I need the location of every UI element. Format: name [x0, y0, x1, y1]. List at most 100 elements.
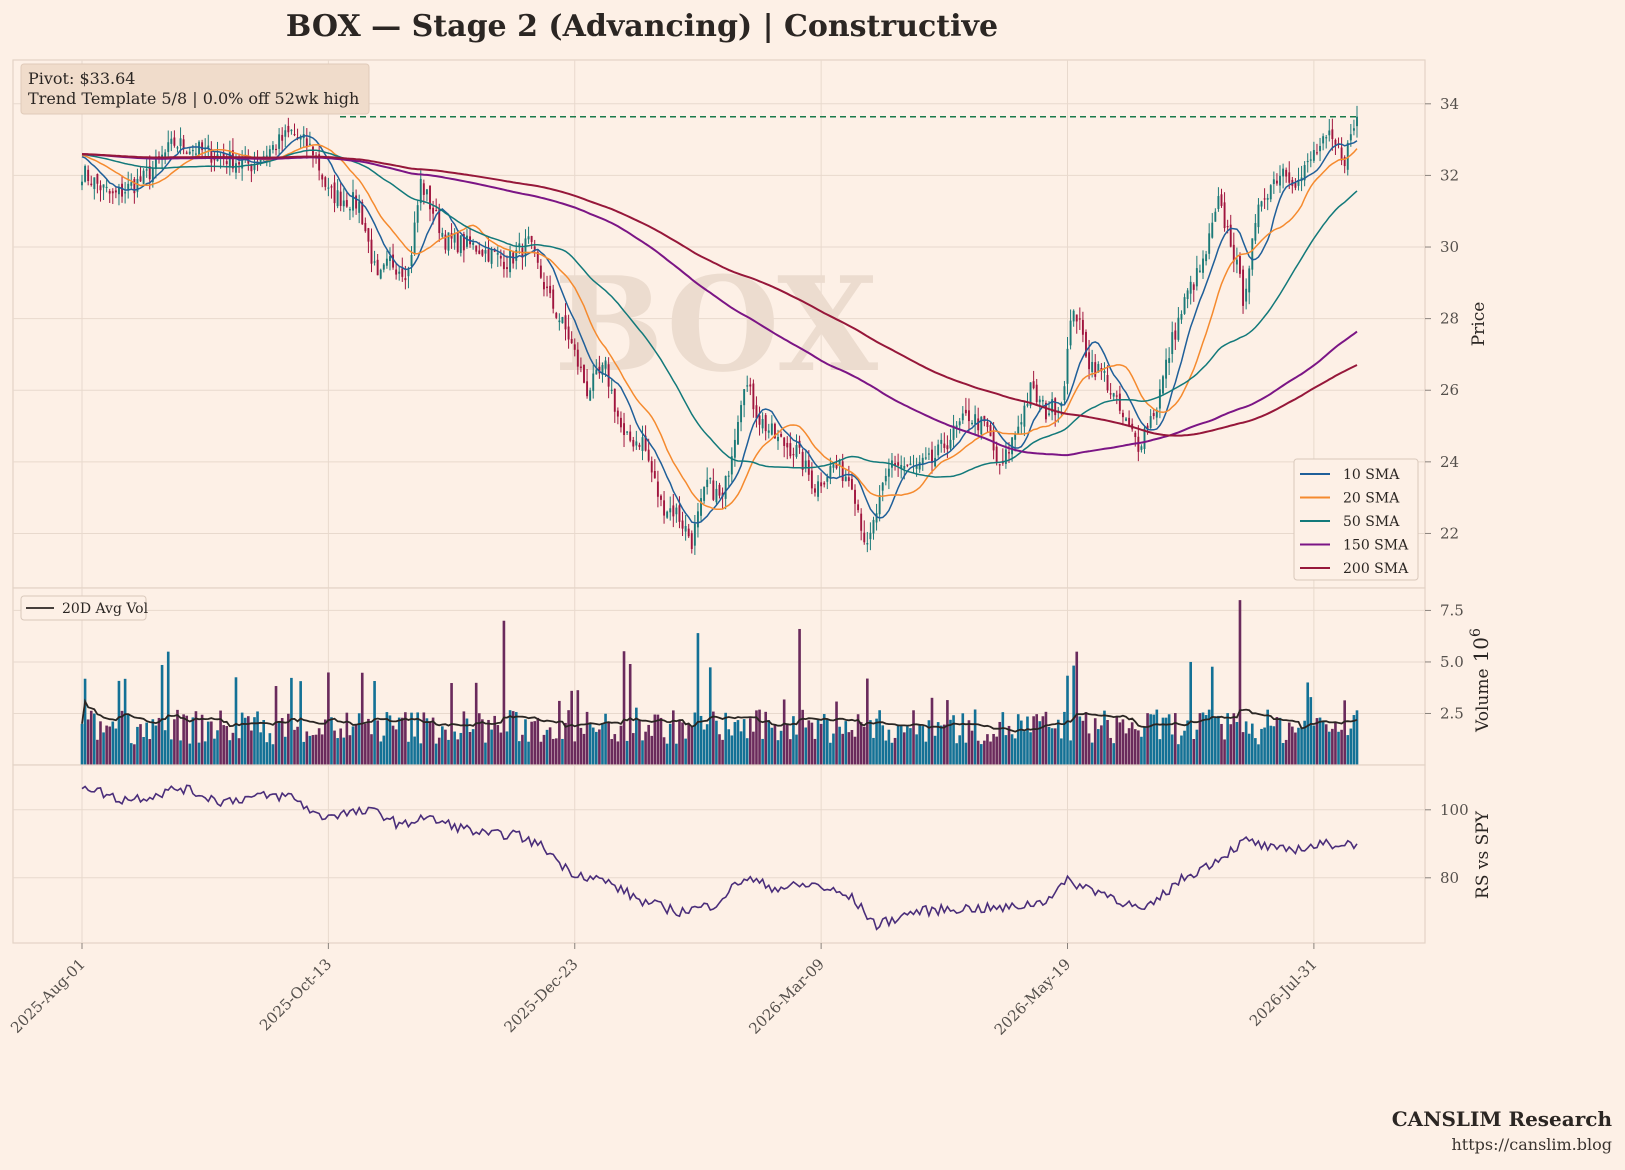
rs-panel: 80 100 RS vs SPY	[12, 764, 1493, 944]
volume-bar	[625, 740, 629, 765]
candle-body	[915, 465, 918, 469]
volume-bar	[179, 740, 182, 765]
volume-bar	[462, 711, 466, 765]
volume-bar	[715, 720, 718, 765]
volume-bar	[1312, 725, 1316, 765]
candle-body	[1349, 134, 1352, 141]
volume-bar	[407, 741, 410, 765]
candle-body	[909, 463, 912, 466]
candle-body	[863, 532, 866, 543]
candle-body	[429, 185, 431, 210]
info-box: Pivot: $33.64 Trend Template 5/8 | 0.0% …	[20, 63, 370, 115]
candle-body	[99, 185, 102, 191]
candle-body	[733, 439, 736, 458]
volume-bar	[1291, 726, 1294, 765]
candle-body	[352, 192, 354, 211]
volume-bar	[182, 714, 185, 765]
candle-body	[1134, 432, 1137, 438]
sma-legend: 10 SMA 20 SMA 50 SMA 150 SMA 200 SMA	[1293, 458, 1419, 581]
volume-bar	[832, 733, 835, 765]
candle-body	[737, 421, 739, 445]
candle-body	[1048, 413, 1050, 416]
candle-body	[506, 267, 508, 270]
candle-body	[573, 344, 576, 350]
candle-body	[404, 278, 407, 281]
volume-bar	[958, 735, 962, 765]
volume-bar	[1047, 726, 1051, 765]
candle-body	[924, 457, 927, 459]
volume-bar	[899, 725, 903, 765]
candle-body	[700, 498, 702, 516]
candle-body	[466, 235, 468, 247]
candle-body	[946, 445, 949, 450]
volume-bar	[755, 710, 758, 765]
candle-body	[278, 134, 281, 149]
candle-body	[1143, 428, 1146, 449]
volume-bar	[927, 720, 931, 765]
candle-body	[884, 475, 887, 482]
volume-bar	[776, 740, 780, 765]
candle-body	[194, 153, 197, 155]
candle-body	[364, 222, 367, 232]
candle-body	[1112, 393, 1115, 397]
candle-body	[524, 238, 527, 257]
candle-body	[1328, 130, 1331, 136]
volume-bar	[1281, 743, 1285, 765]
volume-bar	[961, 713, 965, 765]
volume-bar	[129, 743, 133, 765]
volume-bar	[748, 718, 752, 765]
volume-bar	[1294, 732, 1297, 765]
volume-bar	[622, 651, 626, 765]
volume-bar	[311, 735, 315, 765]
volume-bar	[1143, 727, 1146, 765]
volume-bar	[835, 701, 838, 765]
volume-bar	[665, 743, 669, 765]
volume-bar	[1053, 728, 1057, 765]
volume-bar	[764, 711, 768, 765]
candle-body	[385, 258, 388, 266]
volume-bar	[1032, 716, 1035, 765]
volume-bar	[721, 739, 724, 765]
volume-bar	[1090, 742, 1094, 765]
info-box-background	[20, 63, 370, 115]
volume-bar	[653, 714, 657, 765]
candle-body	[801, 451, 804, 470]
volume-bar	[1121, 719, 1125, 765]
candle-body	[1242, 269, 1245, 306]
candle-body	[669, 508, 672, 513]
volume-bar	[280, 717, 284, 765]
volume-bar	[779, 730, 783, 765]
candle-body	[142, 170, 145, 184]
volume-bar	[243, 717, 247, 765]
candle-body	[607, 364, 610, 387]
volume-bar	[1315, 718, 1319, 765]
candle-body	[271, 145, 274, 150]
candle-body	[127, 183, 130, 190]
volume-bar	[588, 722, 592, 765]
candle-body	[1097, 364, 1100, 373]
candle-body	[1251, 238, 1254, 270]
volume-bar	[573, 741, 577, 765]
candle-body	[635, 441, 638, 446]
candle-body	[543, 282, 545, 290]
volume-bar	[481, 719, 484, 765]
legend-label: 150 SMA	[1343, 538, 1409, 554]
chart-title: BOX — Stage 2 (Advancing) | Constructive	[286, 9, 998, 44]
volume-bar	[1318, 717, 1322, 765]
candle-body	[367, 228, 370, 242]
volume-bar	[1195, 729, 1199, 765]
volume-bar	[231, 732, 235, 765]
volume-bar	[145, 722, 148, 765]
candle-body	[210, 148, 213, 163]
volume-bar	[1044, 711, 1048, 765]
candle-body	[619, 417, 622, 428]
candle-body	[1035, 384, 1038, 403]
volume-bar	[120, 710, 124, 765]
candle-body	[589, 390, 592, 401]
volume-bar	[154, 725, 158, 765]
volume-bar	[829, 742, 832, 765]
volume-bar	[789, 739, 792, 765]
legend-label: 50 SMA	[1343, 514, 1400, 530]
volume-bar	[989, 741, 992, 765]
